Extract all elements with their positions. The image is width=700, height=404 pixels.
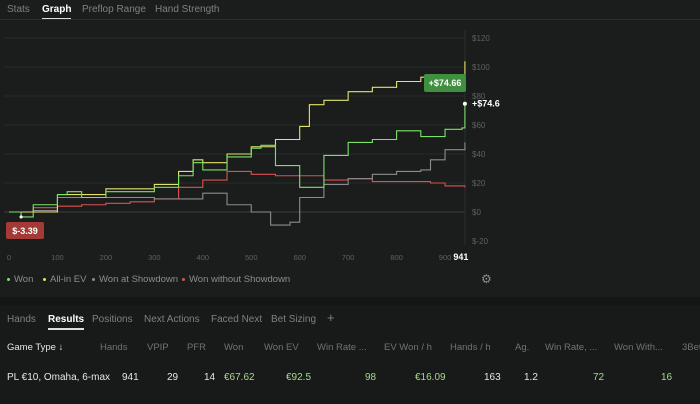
- legend-won-showdown[interactable]: Won at Showdown: [92, 274, 178, 285]
- y-tick-label: $100: [472, 63, 490, 72]
- legend-label: Won at Showdown: [99, 274, 179, 285]
- series-line-won: [9, 103, 466, 218]
- results-graph[interactable]: $120 $100 $80 $60 $40 $20 $0 $-20 0 100 200 300 400 5…: [0, 20, 700, 270]
- legend-label: Won without Showdown: [189, 274, 291, 285]
- x-tick-label: 300: [148, 253, 161, 262]
- x-end-label: 941: [453, 252, 468, 262]
- col-hands[interactable]: Hands: [100, 342, 128, 353]
- legend-won[interactable]: Won: [7, 274, 33, 285]
- tab-hands[interactable]: Hands: [7, 314, 36, 325]
- col-pfr[interactable]: PFR: [187, 342, 206, 353]
- tooltip-value: +$74.66: [429, 78, 462, 88]
- cell-pfr: 14: [204, 372, 216, 383]
- min-point: [19, 215, 23, 219]
- y-tick-label: $-20: [472, 237, 489, 246]
- col-3bet[interactable]: 3Bet: [682, 342, 700, 353]
- tab-stats[interactable]: Stats: [7, 4, 30, 15]
- legend-label: Won: [14, 274, 34, 285]
- end-value-label: +$74.6: [472, 99, 500, 109]
- tab-preflop-range[interactable]: Preflop Range: [82, 4, 146, 15]
- x-tick-label: 800: [390, 253, 403, 262]
- cell-win-rate: 98: [365, 372, 377, 383]
- cell-won: €67.62: [224, 372, 255, 383]
- y-tick-label: $80: [472, 92, 486, 101]
- col-won[interactable]: Won: [224, 342, 244, 353]
- col-win-rate-2[interactable]: Win Rate, ...: [545, 342, 598, 353]
- legend-dot: [182, 277, 185, 281]
- legend-dot: [7, 277, 10, 281]
- tabs-divider: [0, 19, 700, 20]
- col-ag[interactable]: Ag.: [515, 342, 530, 353]
- x-tick-label: 700: [342, 253, 355, 262]
- y-tick-label: $20: [472, 179, 486, 188]
- cell-game-type: PL €10, Omaha, 6-max: [7, 372, 111, 383]
- x-tick-label: 200: [100, 253, 113, 262]
- x-tick-label: 900: [439, 253, 452, 262]
- tab-next-actions[interactable]: Next Actions: [144, 314, 200, 325]
- tab-graph[interactable]: Graph: [42, 4, 72, 20]
- y-tick-label: $0: [472, 208, 481, 217]
- tab-hand-strength[interactable]: Hand Strength: [155, 4, 220, 15]
- cell-vpip: 29: [167, 372, 179, 383]
- tab-bet-sizing[interactable]: Bet Sizing: [271, 314, 317, 325]
- x-tick-label: 500: [245, 253, 258, 262]
- col-game-type[interactable]: Game Type ↓: [7, 342, 64, 353]
- cell-win-rate-2: 72: [593, 372, 605, 383]
- col-ev-won-h[interactable]: EV Won / h: [384, 342, 432, 353]
- x-tick-label: 400: [197, 253, 210, 262]
- cell-hands-h: 163: [484, 372, 501, 383]
- x-tick-label: 0: [7, 253, 11, 262]
- cell-won-with: 16: [661, 372, 673, 383]
- legend-allin-ev[interactable]: All-in EV: [43, 274, 86, 285]
- tab-positions[interactable]: Positions: [92, 314, 133, 325]
- cell-won-ev: €92.5: [286, 372, 312, 383]
- legend-dot: [43, 277, 46, 281]
- cell-hands: 941: [122, 372, 139, 383]
- legend-won-without-showdown[interactable]: Won without Showdown: [182, 274, 290, 285]
- x-tick-label: 600: [293, 253, 306, 262]
- min-label-bg: [6, 222, 44, 239]
- tab-results[interactable]: Results: [48, 314, 85, 330]
- series-line-all-in-ev: [9, 61, 466, 213]
- legend-dot: [92, 277, 95, 281]
- min-value-label: $-3.39: [12, 226, 38, 236]
- y-tick-label: $120: [472, 34, 490, 43]
- col-vpip[interactable]: VPIP: [147, 342, 169, 353]
- col-win-rate[interactable]: Win Rate ...: [317, 342, 367, 353]
- col-hands-h[interactable]: Hands / h: [450, 342, 491, 353]
- x-tick-label: 100: [51, 253, 64, 262]
- series-line-won-at-showdown: [9, 142, 466, 226]
- add-tab-button[interactable]: +: [327, 310, 335, 325]
- section-divider: [0, 297, 700, 305]
- gear-icon[interactable]: ⚙: [481, 272, 492, 286]
- legend-label: All-in EV: [50, 274, 87, 285]
- y-tick-label: $40: [472, 150, 486, 159]
- y-tick-label: $60: [472, 121, 486, 130]
- col-won-with[interactable]: Won With...: [614, 342, 663, 353]
- cell-ag: 1.2: [524, 372, 538, 383]
- tab-faced-next[interactable]: Faced Next: [211, 314, 263, 325]
- end-point: [462, 101, 467, 106]
- tooltip-bg: [424, 74, 466, 92]
- stats-panel: [0, 305, 700, 404]
- col-won-ev[interactable]: Won EV: [264, 342, 299, 353]
- series-line-won-without-showdown: [9, 170, 466, 213]
- cell-ev-won-h: €16.09: [415, 372, 446, 383]
